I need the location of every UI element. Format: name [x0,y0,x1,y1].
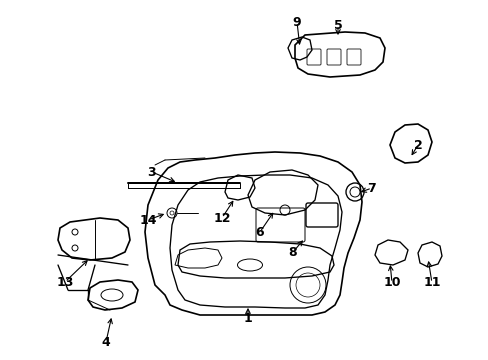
Text: 6: 6 [255,225,264,239]
Text: 11: 11 [423,276,440,289]
Text: 12: 12 [213,212,230,225]
Text: 14: 14 [139,213,157,226]
Text: 3: 3 [147,166,156,179]
Text: 9: 9 [292,15,301,28]
Text: 8: 8 [288,246,297,258]
Text: 2: 2 [413,139,422,152]
Text: 10: 10 [383,276,400,289]
Text: 13: 13 [56,275,74,288]
Text: 1: 1 [243,311,252,324]
Text: 4: 4 [102,336,110,348]
Text: 5: 5 [333,18,342,32]
Text: 7: 7 [367,181,376,194]
